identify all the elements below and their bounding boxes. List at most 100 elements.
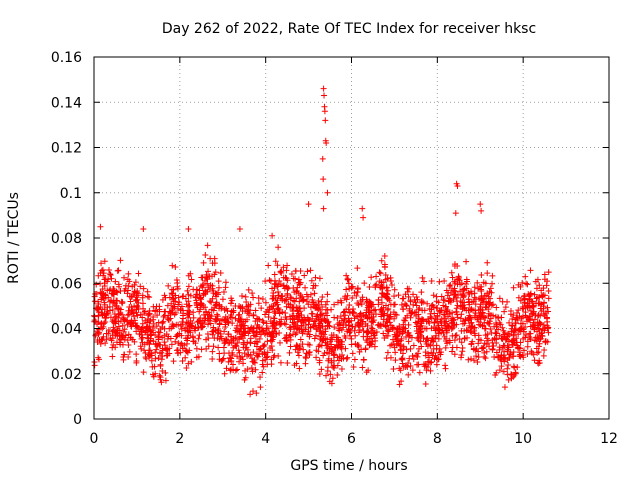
data-point [416, 305, 423, 312]
data-point [281, 320, 288, 327]
data-point [417, 338, 424, 345]
data-point [500, 327, 507, 334]
data-point [232, 327, 239, 334]
data-point [532, 312, 539, 319]
data-point [188, 358, 195, 365]
data-point [135, 290, 142, 297]
data-point [508, 325, 515, 332]
data-point [531, 316, 538, 323]
data-point [476, 284, 483, 291]
y-tick-label: 0.14 [51, 95, 82, 111]
data-point [112, 278, 119, 285]
data-point [98, 267, 105, 274]
data-point [452, 280, 459, 287]
data-point [505, 361, 512, 368]
data-point [355, 329, 362, 336]
data-point [475, 340, 482, 347]
data-point [421, 307, 428, 314]
data-point [522, 334, 529, 341]
data-point [419, 274, 426, 281]
data-point [106, 298, 113, 305]
data-point [101, 282, 108, 289]
data-point [475, 318, 482, 325]
data-point [292, 275, 299, 282]
data-point [417, 322, 424, 329]
data-point [358, 301, 365, 308]
data-point [324, 349, 331, 356]
data-point [290, 285, 297, 292]
data-point [257, 384, 264, 391]
data-point [182, 325, 189, 332]
data-point [405, 293, 412, 300]
data-point [475, 353, 482, 360]
data-point [102, 276, 109, 283]
data-point [484, 270, 491, 277]
data-point [314, 312, 321, 319]
data-point [128, 317, 135, 324]
data-point [446, 298, 453, 305]
x-tick-label: 12 [600, 431, 618, 447]
data-point [134, 312, 141, 319]
data-point [531, 324, 538, 331]
data-point [461, 335, 468, 342]
data-point [368, 330, 375, 337]
data-point [465, 289, 472, 296]
data-point [384, 327, 391, 334]
data-point [510, 363, 517, 370]
data-point [501, 342, 508, 349]
data-point [423, 336, 430, 343]
data-point [428, 306, 435, 313]
data-point [545, 324, 552, 331]
data-point [483, 304, 490, 311]
data-point [399, 350, 406, 357]
data-point [198, 323, 205, 330]
data-point [174, 285, 181, 292]
data-point [122, 282, 129, 289]
data-point [107, 314, 114, 321]
data-point [445, 313, 452, 320]
y-tick-label: 0.02 [51, 367, 82, 383]
data-point [498, 352, 505, 359]
data-point [230, 361, 237, 368]
data-point [159, 367, 166, 374]
data-point [205, 343, 212, 350]
data-point [299, 293, 306, 300]
data-point [376, 269, 383, 276]
data-point [225, 358, 232, 365]
data-point [113, 313, 120, 320]
data-point [346, 309, 353, 316]
data-point [315, 301, 322, 308]
data-point [121, 326, 128, 333]
data-point [276, 309, 283, 316]
data-point [518, 315, 525, 322]
data-point [447, 281, 454, 288]
data-point [275, 244, 282, 251]
data-point [302, 326, 309, 333]
data-point [139, 334, 146, 341]
data-point [114, 289, 121, 296]
data-point [398, 301, 405, 308]
data-point [391, 344, 398, 351]
data-point [192, 327, 199, 334]
data-point [424, 300, 431, 307]
data-point [364, 322, 371, 329]
data-point [109, 328, 116, 335]
data-point [280, 282, 287, 289]
data-point [387, 301, 394, 308]
data-point [165, 316, 172, 323]
data-point [433, 298, 440, 305]
data-point [384, 287, 391, 294]
data-point [139, 320, 146, 327]
data-point [404, 364, 411, 371]
data-point [456, 277, 463, 284]
data-point [538, 308, 545, 315]
data-point [346, 301, 353, 308]
data-point [236, 358, 243, 365]
data-point [186, 302, 193, 309]
data-point [286, 324, 293, 331]
data-point [174, 350, 181, 357]
data-point [448, 317, 455, 324]
data-point [182, 354, 189, 361]
data-point [466, 298, 473, 305]
data-point [101, 299, 108, 306]
